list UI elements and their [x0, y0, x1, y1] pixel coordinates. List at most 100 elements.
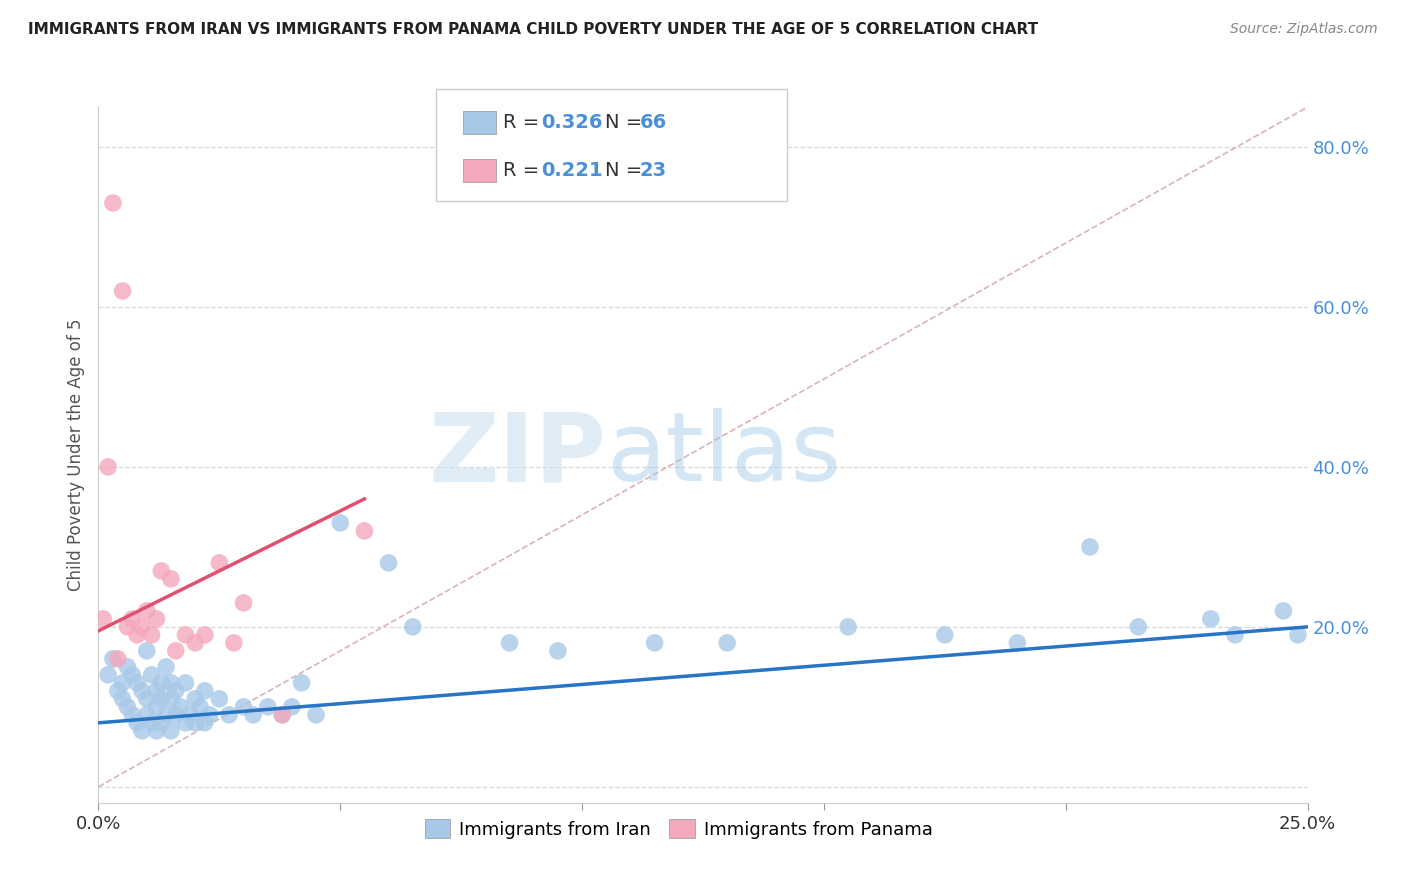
- Point: [135, 644, 157, 658]
- Point: [117, 660, 139, 674]
- Point: [101, 652, 124, 666]
- Point: [165, 707, 187, 722]
- Point: [141, 715, 163, 730]
- Point: [1007, 636, 1029, 650]
- Text: IMMIGRANTS FROM IRAN VS IMMIGRANTS FROM PANAMA CHILD POVERTY UNDER THE AGE OF 5 : IMMIGRANTS FROM IRAN VS IMMIGRANTS FROM …: [28, 22, 1038, 37]
- Point: [281, 699, 304, 714]
- Point: [121, 668, 143, 682]
- Text: ZIP: ZIP: [429, 409, 606, 501]
- Point: [145, 612, 167, 626]
- Point: [208, 691, 231, 706]
- Point: [145, 683, 167, 698]
- Point: [101, 196, 124, 211]
- Point: [1199, 612, 1222, 626]
- Point: [402, 620, 425, 634]
- Point: [91, 612, 114, 626]
- Point: [377, 556, 399, 570]
- Point: [194, 715, 217, 730]
- Point: [121, 612, 143, 626]
- Point: [131, 620, 153, 634]
- Point: [160, 572, 183, 586]
- Text: Source: ZipAtlas.com: Source: ZipAtlas.com: [1230, 22, 1378, 37]
- Point: [547, 644, 569, 658]
- Point: [97, 459, 120, 474]
- Text: R =: R =: [503, 161, 546, 180]
- Point: [1078, 540, 1101, 554]
- Point: [1223, 628, 1246, 642]
- Text: 0.221: 0.221: [541, 161, 603, 180]
- Point: [141, 668, 163, 682]
- Y-axis label: Child Poverty Under the Age of 5: Child Poverty Under the Age of 5: [66, 318, 84, 591]
- Point: [160, 723, 183, 738]
- Point: [107, 652, 129, 666]
- Text: atlas: atlas: [606, 409, 841, 501]
- Point: [111, 284, 134, 298]
- Point: [498, 636, 520, 650]
- Point: [232, 699, 254, 714]
- Point: [131, 723, 153, 738]
- Point: [329, 516, 352, 530]
- Point: [188, 699, 211, 714]
- Point: [1128, 620, 1150, 634]
- Point: [111, 676, 134, 690]
- Point: [1286, 628, 1309, 642]
- Text: 23: 23: [640, 161, 666, 180]
- Point: [716, 636, 738, 650]
- Point: [155, 660, 177, 674]
- Point: [179, 707, 201, 722]
- Point: [107, 683, 129, 698]
- Point: [145, 723, 167, 738]
- Point: [150, 715, 173, 730]
- Point: [232, 596, 254, 610]
- Point: [184, 636, 207, 650]
- Point: [150, 691, 173, 706]
- Point: [150, 676, 173, 690]
- Point: [160, 676, 183, 690]
- Point: [97, 668, 120, 682]
- Text: N =: N =: [605, 161, 648, 180]
- Point: [127, 676, 149, 690]
- Point: [111, 691, 134, 706]
- Point: [127, 628, 149, 642]
- Point: [127, 715, 149, 730]
- Point: [165, 683, 187, 698]
- Point: [242, 707, 264, 722]
- Legend: Immigrants from Iran, Immigrants from Panama: Immigrants from Iran, Immigrants from Pa…: [418, 812, 939, 846]
- Point: [1272, 604, 1295, 618]
- Point: [135, 691, 157, 706]
- Point: [218, 707, 240, 722]
- Point: [271, 707, 294, 722]
- Point: [141, 628, 163, 642]
- Point: [174, 715, 197, 730]
- Point: [135, 707, 157, 722]
- Point: [194, 683, 217, 698]
- Point: [208, 556, 231, 570]
- Point: [117, 699, 139, 714]
- Point: [160, 691, 183, 706]
- Text: N =: N =: [605, 113, 648, 132]
- Point: [271, 707, 294, 722]
- Point: [117, 620, 139, 634]
- Point: [135, 604, 157, 618]
- Point: [184, 691, 207, 706]
- Text: R =: R =: [503, 113, 546, 132]
- Point: [174, 676, 197, 690]
- Point: [131, 683, 153, 698]
- Point: [934, 628, 956, 642]
- Point: [837, 620, 859, 634]
- Point: [150, 564, 173, 578]
- Text: 66: 66: [640, 113, 666, 132]
- Point: [155, 707, 177, 722]
- Point: [145, 699, 167, 714]
- Text: 0.326: 0.326: [541, 113, 603, 132]
- Point: [305, 707, 328, 722]
- Point: [169, 699, 191, 714]
- Point: [165, 644, 187, 658]
- Point: [256, 699, 278, 714]
- Point: [198, 707, 221, 722]
- Point: [644, 636, 666, 650]
- Point: [353, 524, 375, 538]
- Point: [222, 636, 245, 650]
- Point: [184, 715, 207, 730]
- Point: [174, 628, 197, 642]
